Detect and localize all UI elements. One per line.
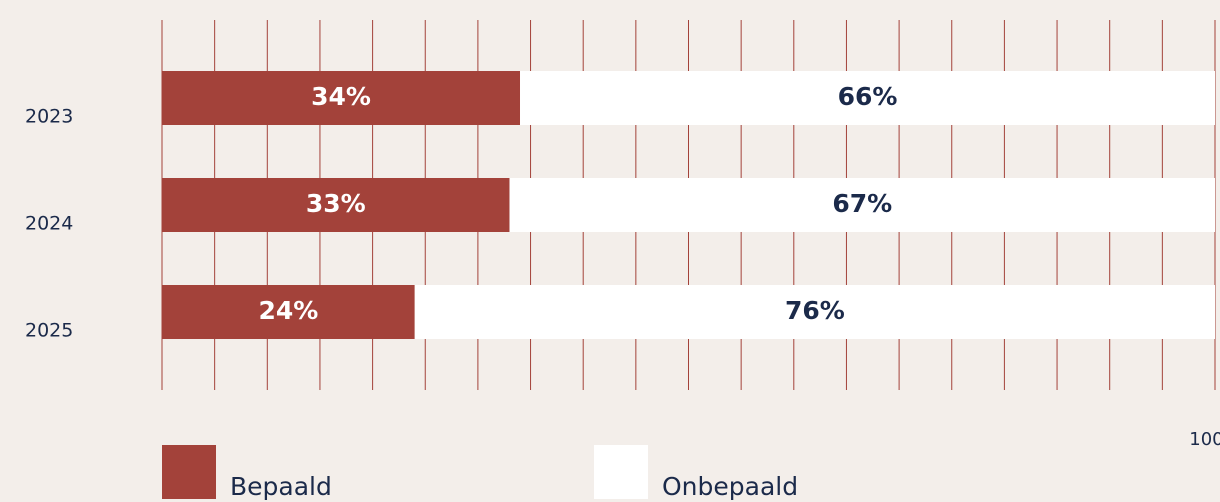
bar-segment bbox=[414, 285, 1216, 339]
legend-swatch bbox=[162, 445, 216, 499]
legend-swatch bbox=[594, 445, 648, 499]
value-label: 24% bbox=[258, 296, 318, 325]
legend-label: Bepaald bbox=[230, 472, 332, 501]
value-label: 66% bbox=[838, 82, 898, 111]
bar-segment bbox=[520, 71, 1215, 125]
bar-segment bbox=[509, 178, 1215, 232]
bar-segment bbox=[162, 71, 521, 125]
value-label: 67% bbox=[832, 189, 892, 218]
y-tick-label: 2024 bbox=[25, 213, 73, 235]
y-tick-label: 2023 bbox=[25, 106, 73, 128]
bar-segment bbox=[162, 178, 510, 232]
value-label: 33% bbox=[306, 189, 366, 218]
value-label: 34% bbox=[311, 82, 371, 111]
y-tick-label: 2025 bbox=[25, 320, 73, 342]
value-label: 76% bbox=[785, 296, 845, 325]
x-tick-label: 100% bbox=[1189, 429, 1220, 450]
legend-label: Onbepaald bbox=[662, 472, 798, 501]
bar-segment bbox=[162, 285, 415, 339]
